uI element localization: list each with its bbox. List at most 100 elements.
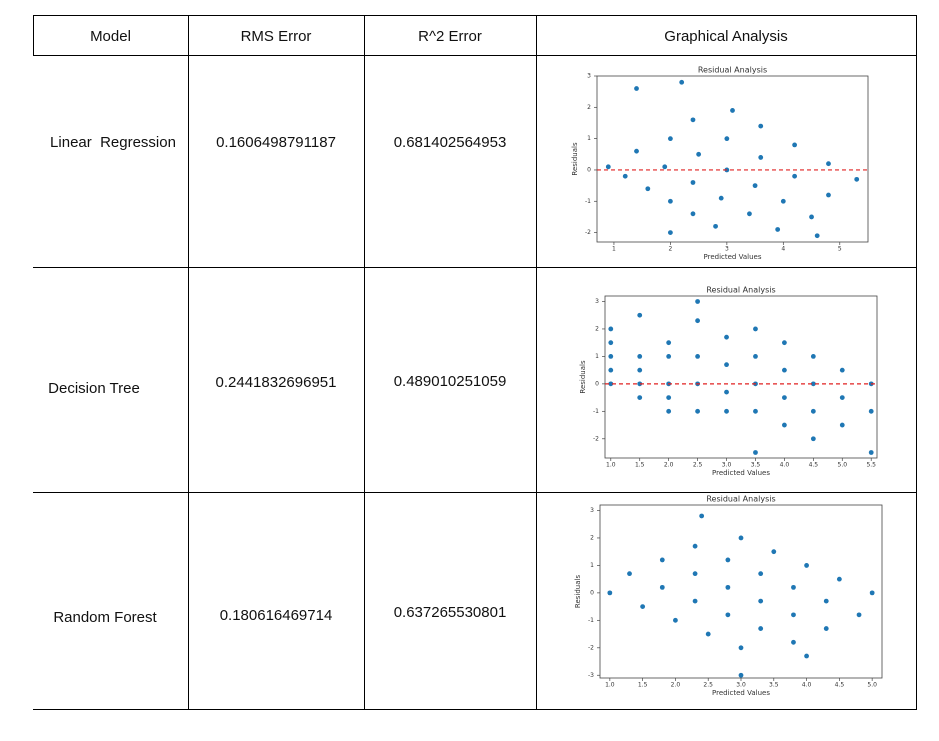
residual-point [810,354,816,359]
residual-point [608,354,614,359]
y-tick-label: 2 [595,325,599,332]
residual-point [758,571,764,577]
y-tick-label: 3 [590,507,594,514]
residual-point [607,590,613,596]
rms-value: 0.1606498791187 [216,133,336,151]
y-tick-label: 2 [590,534,594,541]
r2-value: 0.681402564953 [393,133,507,151]
x-tick-label: 5.0 [838,462,848,469]
residual-point [622,173,628,179]
residual-point [810,408,816,414]
plot-title: Residual Analysis [698,66,767,75]
residual-point [771,549,777,555]
residual-point [775,227,781,232]
residual-point [753,408,758,414]
residual-point [753,450,758,455]
residual-point [814,233,820,239]
residual-point [695,299,700,304]
residual-point [608,381,614,387]
residual-point [666,395,672,400]
residual-point [780,198,786,204]
residual-point [738,535,744,541]
y-tick-label: -2 [588,644,594,651]
rms-value: 0.2441832696951 [215,373,337,391]
residual-point [839,395,845,400]
x-axis-label: Predicted Values [712,689,770,697]
residual-point [738,672,744,678]
plot-title: Residual Analysis [706,286,775,295]
residual-point [839,422,845,428]
rms-value: 0.180616469714 [219,606,333,624]
residual-point [690,180,696,185]
residual-point [608,326,614,332]
residual-point [605,164,611,170]
residual-point [826,192,831,198]
residual-point [659,584,665,590]
x-tick-label: 1.0 [606,462,616,469]
residual-point [692,543,698,549]
x-tick-label: 3.5 [769,682,779,689]
x-tick-label: 1.5 [635,462,645,469]
residual-point [804,563,809,568]
residual-point [713,223,718,229]
x-tick-label: 5 [838,246,842,253]
residual-point [666,340,672,346]
residual-point [667,136,673,142]
x-tick-label: 4.0 [802,682,812,689]
residual-point [695,354,700,359]
residual-point [782,340,787,346]
x-tick-label: 1 [612,246,616,253]
x-tick-label: 3.5 [751,462,761,469]
residual-point [634,86,639,91]
residual-point [854,176,860,182]
residual-point [791,612,796,618]
residual-point [667,198,673,204]
residual-point [725,612,731,618]
residual-point [673,617,678,623]
y-axis-label: Residuals [579,360,587,394]
residual-point [826,161,831,167]
residual-point [608,367,614,373]
y-tick-label: 0 [595,380,599,387]
y-tick-label: -1 [588,617,594,624]
residual-point [792,173,798,179]
header-cell: Graphical Analysis [664,27,788,45]
border [33,267,917,268]
residual-point [718,195,724,201]
residual-point [758,626,764,631]
model-name: Random Forest [53,608,157,626]
header-cell: RMS Error [240,27,312,45]
border [536,15,537,710]
residual-point [637,367,643,373]
x-tick-label: 2 [668,246,672,253]
border [33,709,917,710]
model-name: Decision Tree [48,379,140,397]
x-tick-label: 3 [725,246,729,253]
residual-point [667,230,673,236]
y-tick-label: 2 [587,104,591,111]
residual-point [679,79,685,85]
x-tick-label: 2.0 [671,682,681,689]
residual-point [782,367,787,373]
residual-point [753,354,758,359]
residual-point [695,318,700,324]
residual-point [637,312,643,318]
residual-point [752,183,758,189]
residual-point [696,151,702,157]
residual-point [782,395,787,400]
residual-point [792,142,798,148]
residual-point [758,155,764,160]
y-axis-label: Residuals [574,575,582,609]
residual-point [868,408,874,414]
border [33,492,917,493]
y-axis-label: Residuals [571,142,579,176]
residual-point [758,598,764,604]
residual-point [725,557,731,563]
x-tick-label: 3.0 [736,682,746,689]
residual-point [699,513,705,519]
plot-frame [599,504,883,679]
residual-point [645,186,651,192]
y-tick-label: -1 [585,198,591,205]
residual-point [810,436,816,442]
